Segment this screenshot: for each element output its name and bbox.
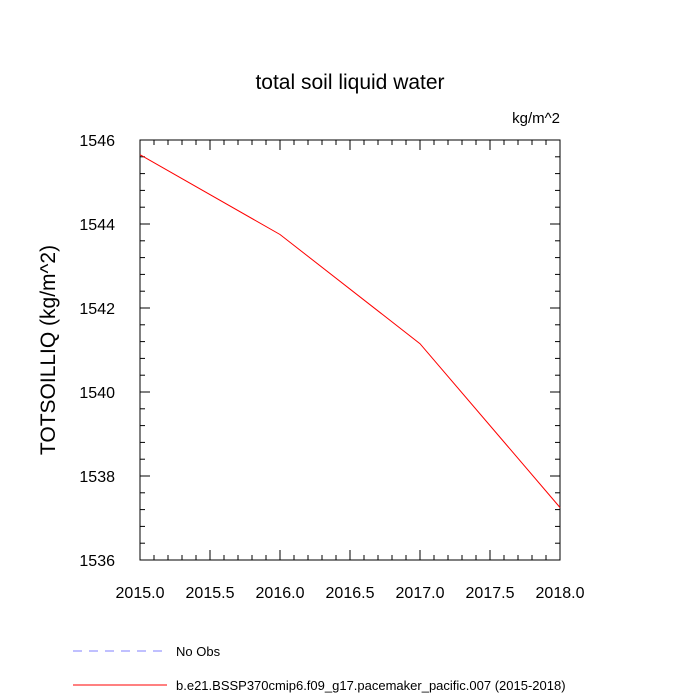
units-label: kg/m^2 xyxy=(512,110,560,127)
series-line xyxy=(139,154,561,508)
x-tick-label: 2018.0 xyxy=(536,585,585,602)
series-layer xyxy=(139,154,561,508)
y-tick-label: 1538 xyxy=(79,469,115,486)
x-tick-label: 2015.0 xyxy=(116,585,165,602)
x-tick-label: 2016.0 xyxy=(256,585,305,602)
x-tick-label: 2017.0 xyxy=(396,585,445,602)
y-tick-label: 1546 xyxy=(79,133,115,150)
y-tick-label: 1542 xyxy=(79,301,115,318)
axis-ticks xyxy=(139,139,561,561)
y-tick-label: 1544 xyxy=(79,217,115,234)
x-tick-label: 2015.5 xyxy=(186,585,235,602)
x-tick-label: 2016.5 xyxy=(326,585,375,602)
y-tick-label: 1536 xyxy=(79,553,115,570)
axis-tick-labels: 2015.0 2015.5 2016.0 2016.5 2017.0 2017.5 2018… xyxy=(79,133,584,602)
y-tick-label: 1540 xyxy=(79,385,115,402)
plot-frame xyxy=(139,139,561,561)
legend: No Obs b.e21.BSSP370cmip6.f09_g17.pacemak… xyxy=(73,644,566,693)
legend-label: No Obs xyxy=(176,644,221,659)
x-tick-label: 2017.5 xyxy=(466,585,515,602)
y-axis-label: TOTSOILLIQ (kg/m^2) xyxy=(37,245,60,455)
chart-title: total soil liquid water xyxy=(255,71,444,94)
legend-label: b.e21.BSSP370cmip6.f09_g17.pacemaker_pac… xyxy=(176,678,566,693)
